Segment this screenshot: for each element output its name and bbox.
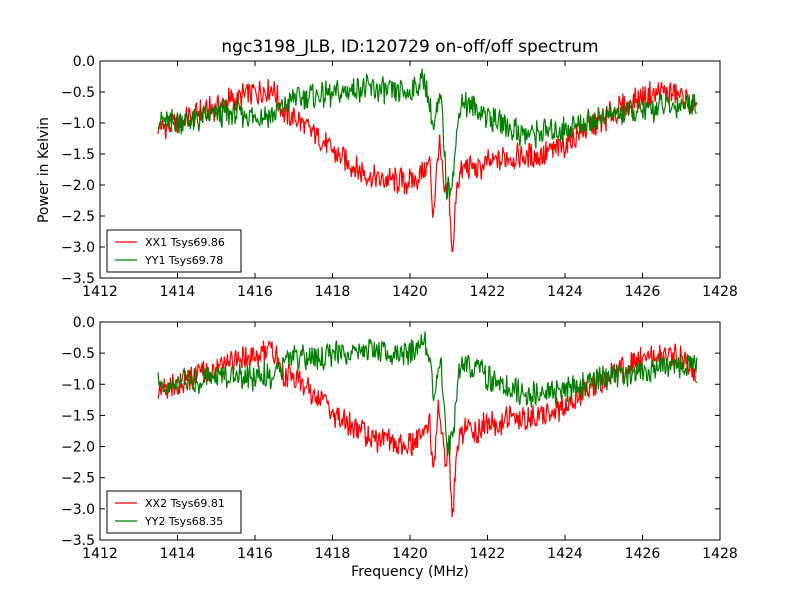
x-tick-label: 1416	[237, 284, 273, 300]
x-tick-label: 1418	[315, 284, 351, 300]
x-tick-label: 1426	[625, 284, 661, 300]
x-tick-label: 1422	[470, 546, 506, 562]
legend-label: YY1 Tsys69.78	[144, 254, 223, 267]
y-tick-label: −0.5	[61, 85, 95, 101]
y-tick-label: −3.0	[61, 502, 95, 518]
y-tick-label: −1.0	[61, 116, 95, 132]
y-tick-label: −2.5	[61, 471, 95, 487]
x-tick-label: 1420	[392, 546, 428, 562]
y-tick-label: −3.0	[61, 240, 95, 256]
top-panel: 1412 1414 1416 1418 1420 1422 1424 1426 1428 0.0 −…	[61, 54, 738, 300]
y-tick-label: −1.0	[61, 377, 95, 393]
series-line-xx	[157, 340, 698, 518]
y-tick-label: −2.5	[61, 209, 95, 225]
x-axis-label: Frequency (MHz)	[351, 564, 469, 580]
legend-label: XX1 Tsys69.86	[145, 236, 225, 249]
x-tick-label: 1424	[547, 284, 583, 300]
y-tick-label: −0.5	[61, 346, 95, 362]
legend-label: XX2 Tsys69.81	[145, 497, 225, 510]
x-tick-label: 1412	[82, 546, 118, 562]
x-tick-label: 1426	[625, 546, 661, 562]
legend-box	[106, 229, 242, 273]
y-tick-label: −1.5	[61, 408, 95, 424]
y-axis-label: Power in Kelvin	[36, 117, 52, 223]
y-tick-label: −3.5	[61, 533, 95, 549]
x-tick-label: 1422	[470, 284, 506, 300]
y-tick-label: 0.0	[73, 54, 95, 70]
x-tick-label: 1416	[237, 546, 273, 562]
y-tick-label: −2.0	[61, 178, 95, 194]
x-tick-label: 1414	[160, 546, 196, 562]
x-tick-label: 1414	[160, 284, 196, 300]
series-line-yy	[157, 68, 697, 200]
x-tick-label: 1420	[392, 284, 428, 300]
chart-title: ngc3198_JLB, ID:120729 on-off/off spectr…	[221, 37, 598, 57]
y-tick-label: −3.5	[61, 271, 95, 287]
y-tick-label: −2.0	[61, 440, 95, 456]
x-tick-label: 1428	[702, 284, 738, 300]
series-line-yy	[157, 331, 698, 457]
legend-box	[106, 490, 242, 534]
x-tick-label: 1418	[315, 546, 351, 562]
y-tick-label: 0.0	[73, 315, 95, 331]
x-tick-label: 1412	[82, 284, 118, 300]
x-tick-label: 1424	[547, 546, 583, 562]
legend-label: YY2 Tsys68.35	[144, 515, 223, 528]
y-tick-label: −1.5	[61, 147, 95, 163]
x-tick-label: 1428	[702, 546, 738, 562]
bottom-panel: 1412 1414 1416 1418 1420 1422 1424 1426 1428 0.0 −…	[61, 315, 738, 562]
